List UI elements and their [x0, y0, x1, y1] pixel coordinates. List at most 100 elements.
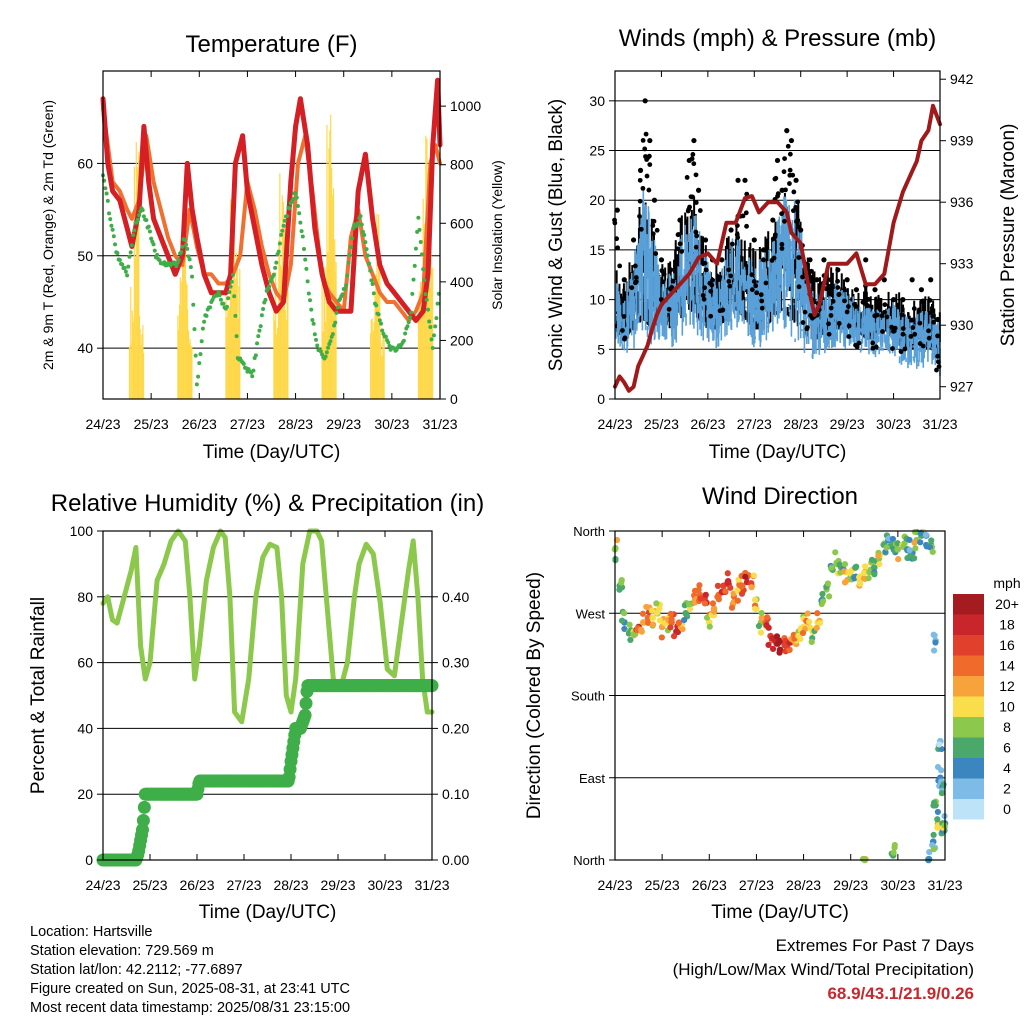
- gust-point: [735, 235, 741, 240]
- dewpoint-point: [431, 333, 436, 338]
- direction-point: [618, 577, 625, 584]
- x-tick-label: 26/23: [182, 416, 217, 432]
- dewpoint-point: [362, 232, 367, 237]
- plot-frame: [102, 70, 441, 400]
- dewpoint-point: [344, 283, 349, 288]
- gust-point: [772, 176, 778, 182]
- direction-point: [813, 624, 820, 632]
- gust-point: [727, 283, 733, 289]
- pressure-line: [613, 103, 942, 393]
- direction-point: [758, 609, 765, 617]
- gust-point: [880, 329, 885, 334]
- gust-point: [890, 328, 896, 334]
- direction-point: [710, 608, 717, 615]
- station-location: Location: Hartsville: [30, 924, 153, 940]
- gust-point: [643, 131, 649, 137]
- dewpoint-point: [419, 252, 424, 257]
- direction-point: [894, 540, 901, 547]
- gust-point: [898, 349, 904, 355]
- dewpoint-point: [191, 302, 196, 307]
- y-tick-label: 40: [77, 340, 93, 356]
- gust-point: [686, 206, 692, 212]
- dewpoint-point: [198, 352, 203, 357]
- gust-point: [735, 177, 741, 183]
- y-axis-label: Sonic Wind & Gust (Blue, Black): [546, 99, 567, 371]
- dewpoint-point: [335, 305, 340, 310]
- gust-point: [702, 260, 708, 266]
- gust-point: [632, 280, 638, 286]
- x-tick-label: 26/23: [179, 877, 214, 893]
- direction-point: [926, 544, 934, 551]
- direction-point: [828, 564, 835, 571]
- direction-point: [826, 593, 833, 600]
- dewpoint-point: [151, 242, 156, 247]
- x-tick-label: 25/23: [644, 416, 679, 432]
- dewpoint-point: [287, 206, 292, 211]
- x-tick-label: 27/23: [230, 416, 265, 432]
- gust-point: [828, 277, 834, 283]
- gust-point: [679, 249, 685, 254]
- dewpoint-point: [309, 307, 314, 312]
- gust-point: [717, 308, 723, 314]
- dewpoint-point: [155, 252, 160, 257]
- dewpoint-point: [368, 268, 373, 273]
- station-latlon: Station lat/lon: 42.2112; -77.6897: [30, 962, 243, 978]
- direction-point: [670, 633, 678, 640]
- colorbar-swatch: [953, 778, 984, 799]
- gust-point: [912, 331, 918, 337]
- direction-point: [926, 848, 933, 856]
- dewpoint-point: [113, 242, 118, 247]
- dewpoint-point: [365, 253, 370, 258]
- direction-point: [934, 808, 941, 816]
- gust-point: [935, 316, 941, 323]
- direction-point: [648, 607, 656, 614]
- dewpoint-point: [298, 220, 303, 225]
- gust-point: [798, 227, 804, 233]
- dewpoint-point: [131, 233, 136, 238]
- dewpoint-point: [182, 237, 187, 242]
- precip-point: [137, 800, 151, 814]
- station-elevation: Station elevation: 729.569 m: [30, 943, 214, 959]
- direction-point: [702, 591, 709, 598]
- direction-point: [645, 619, 652, 627]
- dewpoint-point: [377, 318, 382, 323]
- dewpoint-point: [364, 247, 369, 252]
- gust-point: [782, 156, 787, 161]
- gust-point: [694, 233, 700, 239]
- dewpoint-point: [323, 354, 328, 359]
- direction-point: [627, 636, 634, 644]
- gust-point: [902, 346, 908, 352]
- gust-point: [650, 223, 656, 228]
- dewpoint-point: [250, 374, 255, 379]
- dewpoint-point: [342, 286, 347, 291]
- y-tick-label: West: [576, 606, 606, 621]
- direction-point: [859, 855, 867, 863]
- gust-point: [802, 309, 808, 315]
- gust-point: [646, 153, 652, 159]
- dewpoint-point: [204, 313, 209, 318]
- gust-point: [821, 257, 827, 263]
- dewpoint-point: [117, 257, 122, 262]
- gust-point: [844, 277, 850, 283]
- y2-axis-label: Solar Insolation (Yellow): [489, 160, 505, 310]
- direction-point: [871, 571, 878, 578]
- colorbar-label: 14: [999, 658, 1015, 674]
- gust-point: [934, 367, 939, 373]
- gust-point: [775, 193, 780, 199]
- x-axis-label: Time (Day/UTC): [711, 902, 849, 923]
- gust-point: [689, 194, 695, 200]
- direction-point: [675, 619, 683, 626]
- gust-point: [640, 185, 646, 191]
- direction-point: [752, 605, 759, 612]
- gust-point: [917, 320, 923, 326]
- gust-point: [919, 299, 925, 304]
- colorbar-label: 4: [1003, 760, 1011, 776]
- direction-point: [865, 575, 872, 582]
- dewpoint-point: [241, 361, 246, 366]
- gust-point: [753, 283, 759, 289]
- gust-point: [779, 211, 784, 217]
- gust-point: [918, 287, 925, 293]
- dewpoint-point: [186, 254, 191, 259]
- dewpoint-point: [261, 306, 266, 311]
- dewpoint-point: [280, 228, 285, 233]
